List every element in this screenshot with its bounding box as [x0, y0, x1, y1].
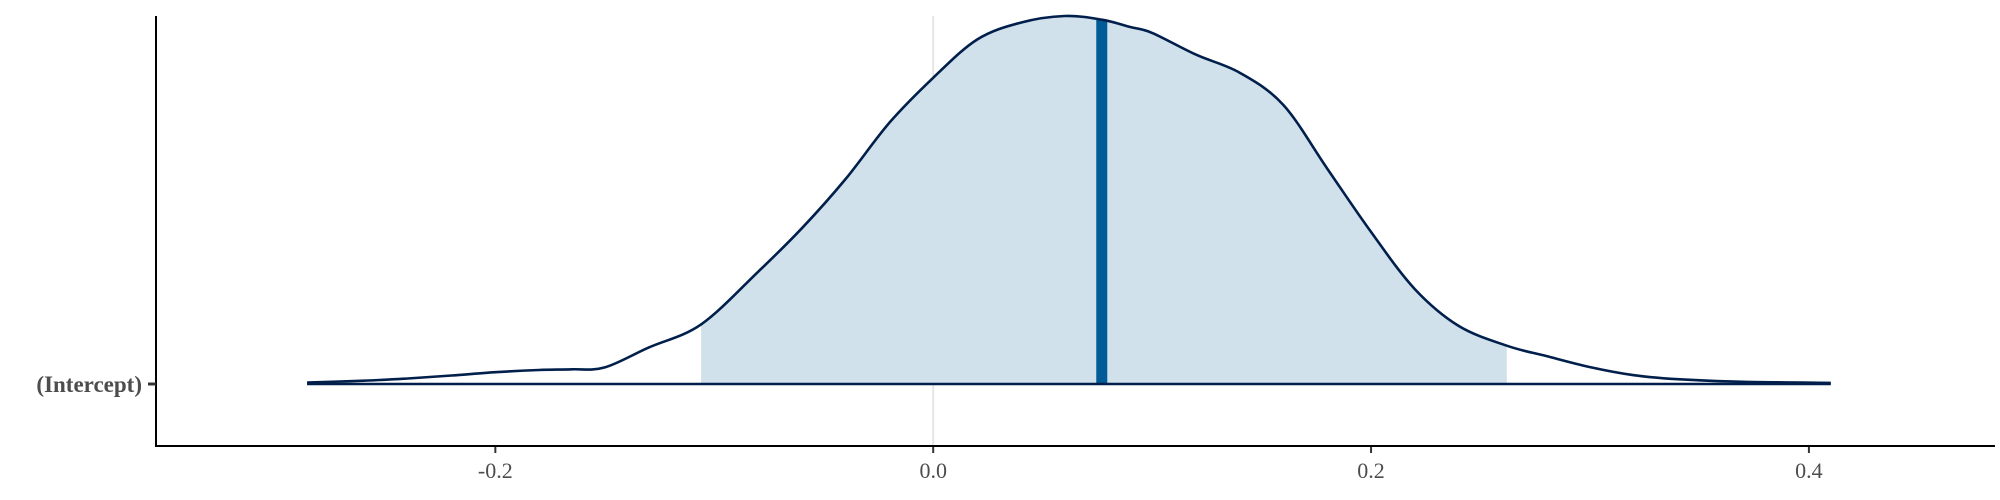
- x-tick-label: 0.2: [1357, 458, 1385, 483]
- y-tick-label: (Intercept): [36, 372, 142, 397]
- x-ticks: -0.2 0.0 0.2 0.4: [478, 447, 1823, 483]
- x-tick-label: -0.2: [478, 458, 513, 483]
- x-tick-label: 0.0: [919, 458, 947, 483]
- x-tick-label: 0.4: [1795, 458, 1823, 483]
